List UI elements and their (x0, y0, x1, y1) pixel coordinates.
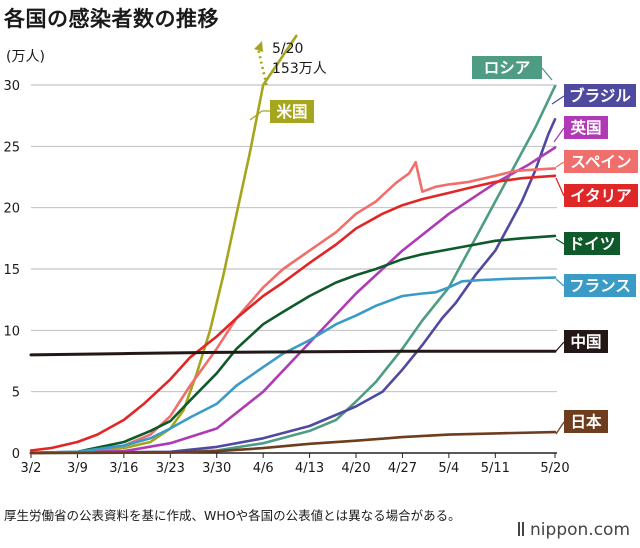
y-tick-label: 20 (3, 202, 20, 217)
y-tick-label: 0 (12, 447, 20, 462)
series-label-text: 中国 (570, 332, 601, 351)
y-tick-label: 5 (12, 386, 20, 401)
series-line (29, 276, 557, 455)
x-tick-label: 5/20 (540, 461, 569, 476)
us-annotation-value: 153万人 (272, 61, 327, 77)
series-line (29, 161, 557, 455)
series-label-connector (555, 238, 565, 245)
x-tick-label: 4/27 (388, 461, 417, 476)
series-label-box (564, 116, 608, 139)
series-label-box (564, 232, 620, 255)
series-label: 日本 (555, 410, 608, 435)
series-label-text: イタリア (570, 187, 631, 205)
series-label-text: 英国 (569, 118, 601, 137)
y-tick-label: 25 (3, 140, 20, 155)
x-tick-label: 4/6 (253, 461, 274, 476)
series-label-connector (541, 67, 553, 81)
series-label: ドイツ (555, 232, 620, 255)
us-arrowhead (254, 41, 263, 52)
series-label-connector (555, 341, 565, 352)
series-label-text: 米国 (276, 102, 307, 121)
x-tick-label: 3/2 (21, 461, 42, 476)
series-line (29, 430, 557, 455)
us-annotation-date: 5/20 (272, 41, 303, 57)
x-tick-label: 4/20 (341, 461, 370, 476)
x-tick-label: 3/9 (67, 461, 88, 476)
series-label-text: 日本 (570, 412, 602, 431)
series-line (29, 146, 557, 455)
series-label-box (472, 56, 542, 79)
x-tick-label: 3/23 (156, 461, 185, 476)
series-label-box (270, 100, 314, 123)
series-label: スペイン (555, 150, 638, 173)
y-tick-label: 30 (3, 79, 20, 94)
series-label-text: ブラジル (569, 86, 631, 105)
series-label: ブラジル (551, 84, 636, 107)
series-label-connector (555, 177, 565, 197)
x-tick-label: 4/13 (295, 461, 324, 476)
x-tick-label: 5/4 (438, 461, 459, 476)
series-label-box (564, 150, 638, 173)
series-label-connector (555, 161, 565, 168)
series-label: 英国 (553, 116, 608, 143)
series-line (29, 234, 557, 455)
y-axis-unit-label: (万人) (6, 49, 45, 65)
y-tick-label: 15 (3, 263, 20, 278)
x-tick-label: 3/30 (202, 461, 231, 476)
series-label: フランス (555, 274, 636, 297)
series-label-connector (555, 278, 565, 287)
series-line (29, 174, 557, 452)
series-label: イタリア (555, 177, 638, 207)
series-label-box (564, 274, 636, 297)
series-label: ロシア (472, 56, 553, 81)
x-tick-label: 3/16 (109, 461, 138, 476)
series-line (29, 84, 557, 455)
x-tick-label: 5/11 (481, 461, 510, 476)
series-label: 中国 (555, 330, 608, 353)
series-label-box (564, 184, 638, 207)
source-footnote: 厚生労働省の公表資料を基に作成、WHOや各国の公表値とは異なる場合がある。 (4, 508, 461, 523)
series-label-box (564, 410, 608, 433)
series-label-text: ロシア (484, 59, 531, 77)
brand-logo: nippon.com (518, 520, 630, 540)
chart-title: 各国の感染者数の推移 (4, 7, 219, 31)
series-label-text: スペイン (571, 153, 632, 171)
series-label-connector (553, 127, 565, 143)
series-label-text: ドイツ (569, 235, 616, 253)
series-line (29, 34, 298, 455)
us-dotted-extension (256, 47, 268, 86)
series-label: 米国 (249, 100, 314, 123)
series-line (29, 118, 557, 455)
series-label-connector (249, 110, 270, 121)
series-label-box (564, 84, 636, 107)
series-label-connector (551, 95, 565, 105)
series-label-connector (555, 421, 565, 435)
y-tick-label: 10 (3, 324, 20, 339)
series-label-box (564, 330, 608, 353)
series-label-text: フランス (569, 277, 631, 295)
series-line (29, 349, 557, 357)
